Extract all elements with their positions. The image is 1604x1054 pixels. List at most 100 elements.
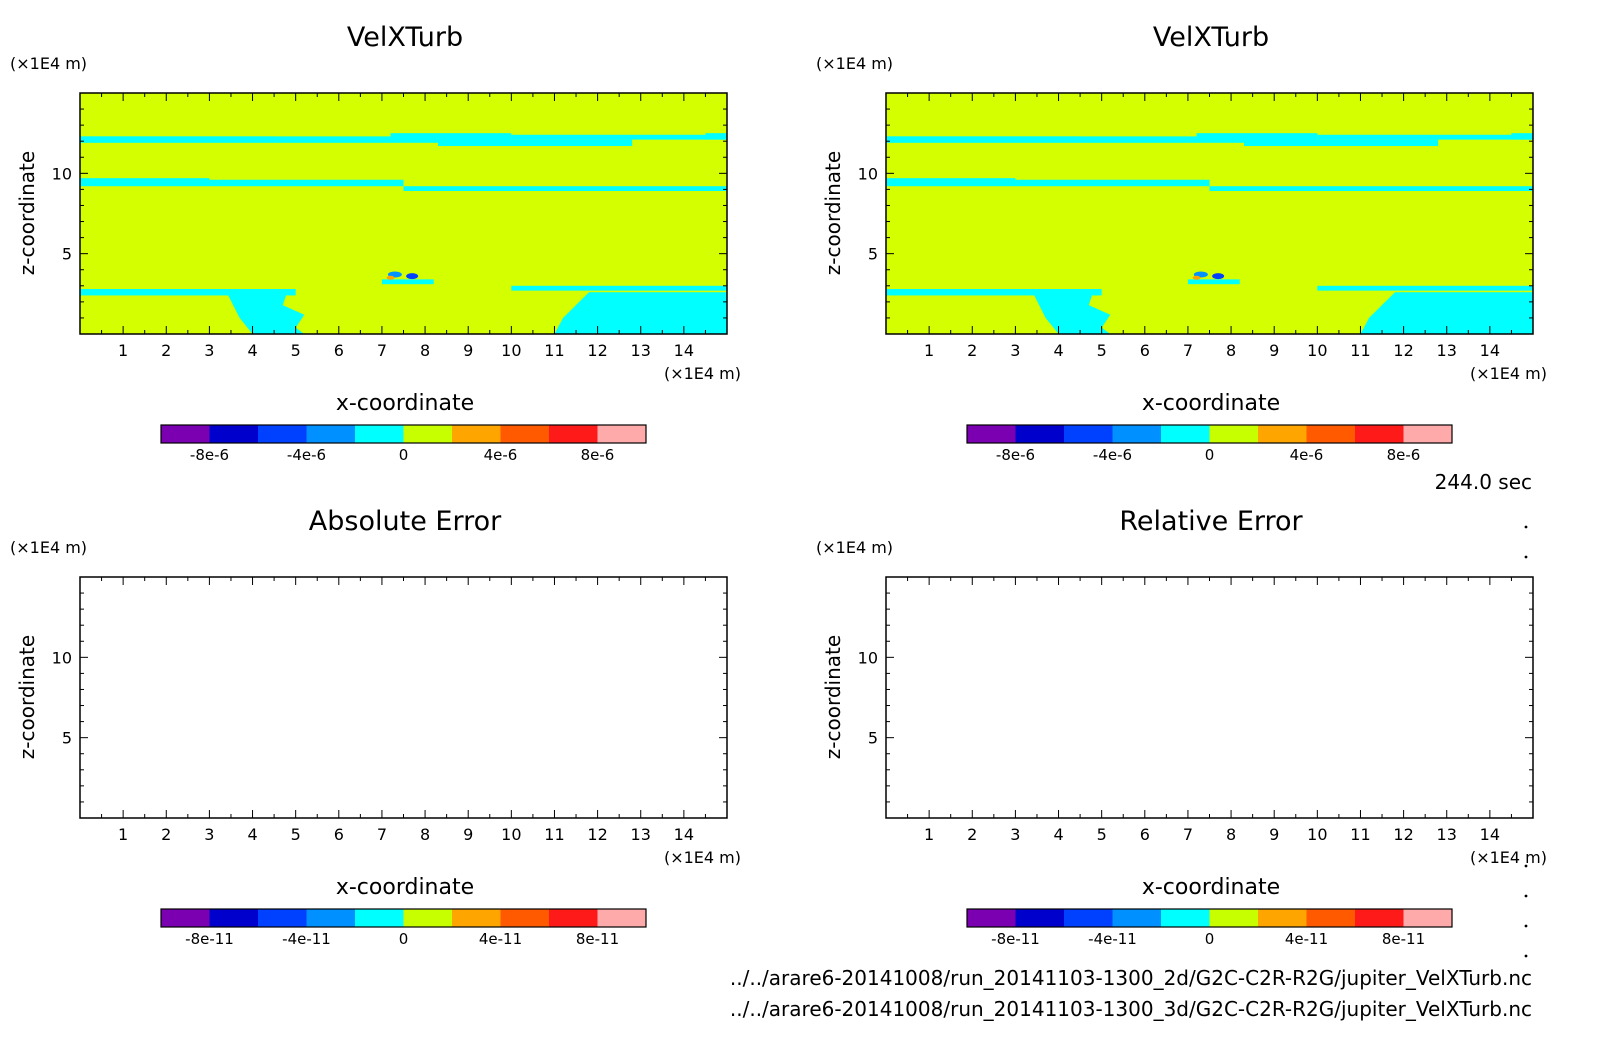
chart-panel: VelXTurb(×1E4 m)1 2 3 4 5 6 7 8 9 10 11 12 13 14510(×…	[10, 22, 741, 464]
colorbar-segment	[306, 425, 356, 443]
x-unit-label: (×1E4 m)	[664, 848, 741, 867]
plot-frame	[79, 576, 728, 819]
chart-title: VelXTurb	[347, 22, 463, 53]
colorbar-segment	[209, 425, 259, 443]
x-tick-label: 9	[1269, 341, 1279, 360]
colorbar-segment	[1064, 909, 1113, 927]
x-tick-label: 6	[334, 341, 344, 360]
chart-title: VelXTurb	[1153, 22, 1269, 53]
turbulence-band	[886, 289, 1102, 296]
turbulence-band	[80, 178, 210, 185]
turbulence-band	[80, 289, 296, 296]
x-tick-label: 2	[161, 825, 171, 844]
y-tick-label: 10	[858, 648, 878, 667]
x-tick-label: 13	[1437, 341, 1457, 360]
x-tick-label: 9	[1269, 825, 1279, 844]
x-unit-label: (×1E4 m)	[664, 364, 741, 383]
turbulence-band	[1317, 285, 1533, 291]
x-tick-label: 3	[1010, 341, 1020, 360]
colorbar-segment	[967, 909, 1016, 927]
colorbar-segment	[1064, 425, 1113, 443]
turbulence-patch	[554, 292, 727, 334]
x-tick-label: 11	[1350, 825, 1370, 844]
colorbar-segment	[1161, 425, 1210, 443]
x-tick-label: 4	[1053, 825, 1063, 844]
colorbar-segment	[258, 909, 307, 927]
colorbar-segment	[1258, 909, 1307, 927]
x-tick-label: 6	[334, 825, 344, 844]
x-tick-label: 13	[631, 825, 651, 844]
colorbar-frame	[966, 908, 1453, 928]
x-tick-label: 9	[463, 341, 473, 360]
colorbar-tick-label: -4e-6	[287, 446, 326, 464]
colorbar-tick-label: 0	[399, 930, 409, 948]
x-unit-label: (×1E4 m)	[1470, 848, 1547, 867]
x-tick-label: 10	[1307, 825, 1327, 844]
x-tick-label: 7	[377, 341, 387, 360]
x-tick-label: 14	[674, 341, 694, 360]
x-tick-label: 1	[924, 341, 934, 360]
x-tick-label: 4	[247, 341, 257, 360]
panels-group: VelXTurb(×1E4 m)1 2 3 4 5 6 7 8 9 10 11 12 13 14510(×…	[10, 22, 1547, 948]
colorbar-tick-label: 8e-11	[576, 930, 619, 948]
colorbar-tick-label: 0	[1205, 930, 1215, 948]
colorbar-tick-label: -8e-11	[185, 930, 234, 948]
colorbar-tick-label: 8e-6	[1387, 446, 1421, 464]
colorbar-tick-label: 4e-6	[484, 446, 518, 464]
colorbar-segment	[597, 425, 647, 443]
colorbar-frame	[160, 908, 647, 928]
colorbar-tick-label: 4e-11	[1285, 930, 1328, 948]
disturbance-blob	[406, 273, 419, 280]
dot-marker	[1524, 954, 1528, 958]
y-tick-label: 5	[62, 729, 72, 748]
field-group	[886, 93, 1533, 334]
x-tick-label: 6	[1140, 825, 1150, 844]
colorbar-tick-label: -8e-6	[996, 446, 1035, 464]
turbulence-patch	[226, 292, 305, 334]
colorbar-segment	[403, 425, 453, 443]
x-tick-label: 10	[1307, 341, 1327, 360]
y-tick-label: 10	[52, 164, 72, 183]
turbulence-patch	[1032, 292, 1111, 334]
colorbar-tick-label: 0	[399, 446, 409, 464]
x-tick-label: 2	[161, 341, 171, 360]
turbulence-band	[1187, 279, 1240, 285]
dot-marker	[1524, 894, 1528, 898]
x-tick-label: 14	[1480, 825, 1500, 844]
colorbar-segment	[161, 425, 210, 443]
y-unit-label: (×1E4 m)	[10, 54, 87, 73]
x-tick-label: 8	[420, 825, 430, 844]
x-tick-label: 5	[1097, 341, 1107, 360]
turbulence-band	[1196, 133, 1318, 142]
colorbar-segment	[1306, 909, 1356, 927]
colorbar-segment	[967, 425, 1016, 443]
turbulence-band	[886, 136, 1081, 142]
colorbar-tick-label: 4e-11	[479, 930, 522, 948]
x-tick-label: 11	[1350, 341, 1370, 360]
y-axis-label: z-coordinate	[15, 635, 39, 759]
colorbar-segment	[1209, 425, 1259, 443]
x-tick-label: 8	[1226, 825, 1236, 844]
y-axis-label: z-coordinate	[821, 151, 845, 275]
x-tick-label: 11	[544, 825, 564, 844]
colorbar-segment	[1306, 425, 1356, 443]
x-tick-label: 12	[1393, 825, 1413, 844]
y-tick-label: 10	[858, 164, 878, 183]
y-axis-label: z-coordinate	[821, 635, 845, 759]
colorbar-segment	[1403, 425, 1453, 443]
colorbar-segment	[597, 909, 647, 927]
turbulence-band	[390, 133, 512, 142]
footer-path-3d: ../../arare6-20141008/run_20141103-1300_…	[730, 997, 1532, 1021]
turbulence-band	[1244, 139, 1439, 147]
chart-title: Relative Error	[1119, 506, 1303, 537]
y-tick-label: 5	[62, 245, 72, 264]
x-tick-label: 3	[204, 341, 214, 360]
colorbar-frame	[160, 424, 647, 444]
x-tick-label: 1	[118, 825, 128, 844]
x-tick-label: 10	[501, 825, 521, 844]
x-tick-label: 4	[1053, 341, 1063, 360]
colorbar-segment	[549, 425, 598, 443]
disturbance-blob	[1192, 275, 1201, 280]
x-tick-label: 12	[1393, 341, 1413, 360]
